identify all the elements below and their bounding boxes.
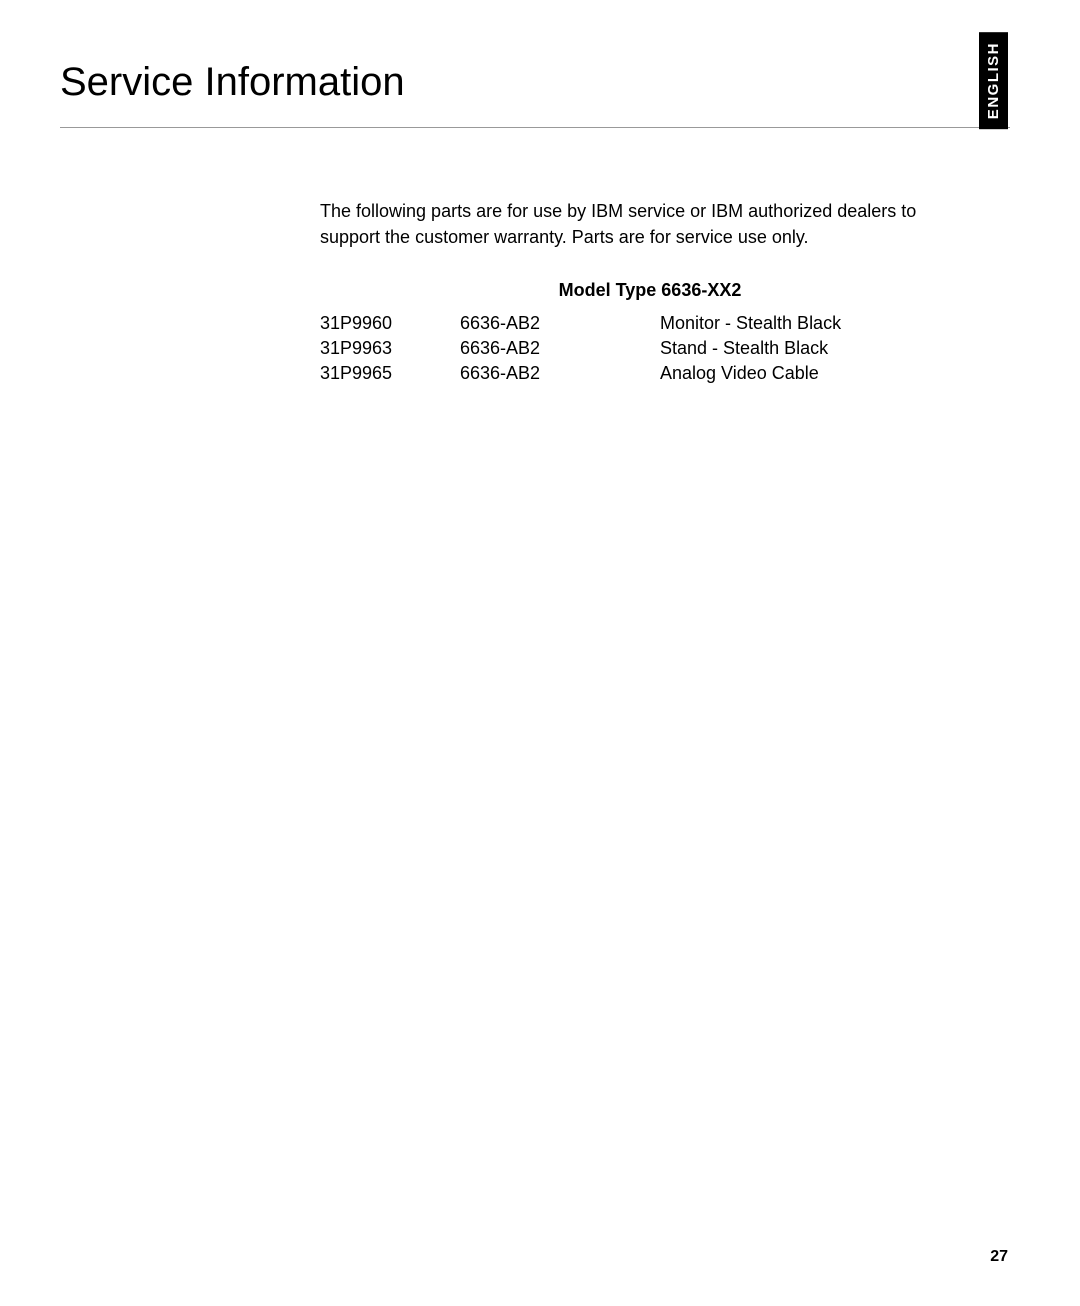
table-row: 31P9965 6636-AB2 Analog Video Cable <box>320 361 980 386</box>
table-row: 31P9960 6636-AB2 Monitor - Stealth Black <box>320 311 980 336</box>
parts-table-heading: Model Type 6636-XX2 <box>320 280 980 301</box>
title-divider <box>60 127 1010 128</box>
cell-model: 6636-AB2 <box>460 311 660 336</box>
cell-part-number: 31P9965 <box>320 361 460 386</box>
body-block: The following parts are for use by IBM s… <box>320 198 980 386</box>
cell-description: Monitor - Stealth Black <box>660 311 980 336</box>
cell-model: 6636-AB2 <box>460 336 660 361</box>
cell-description: Analog Video Cable <box>660 361 980 386</box>
cell-part-number: 31P9963 <box>320 336 460 361</box>
cell-description: Stand - Stealth Black <box>660 336 980 361</box>
table-row: 31P9963 6636-AB2 Stand - Stealth Black <box>320 336 980 361</box>
cell-model: 6636-AB2 <box>460 361 660 386</box>
intro-paragraph: The following parts are for use by IBM s… <box>320 198 980 250</box>
language-tab: ENGLISH <box>979 32 1008 129</box>
parts-table: 31P9960 6636-AB2 Monitor - Stealth Black… <box>320 311 980 386</box>
page-title: Service Information <box>60 60 1010 105</box>
page-number: 27 <box>990 1248 1008 1266</box>
document-page: ENGLISH Service Information The followin… <box>0 0 1080 1306</box>
cell-part-number: 31P9960 <box>320 311 460 336</box>
